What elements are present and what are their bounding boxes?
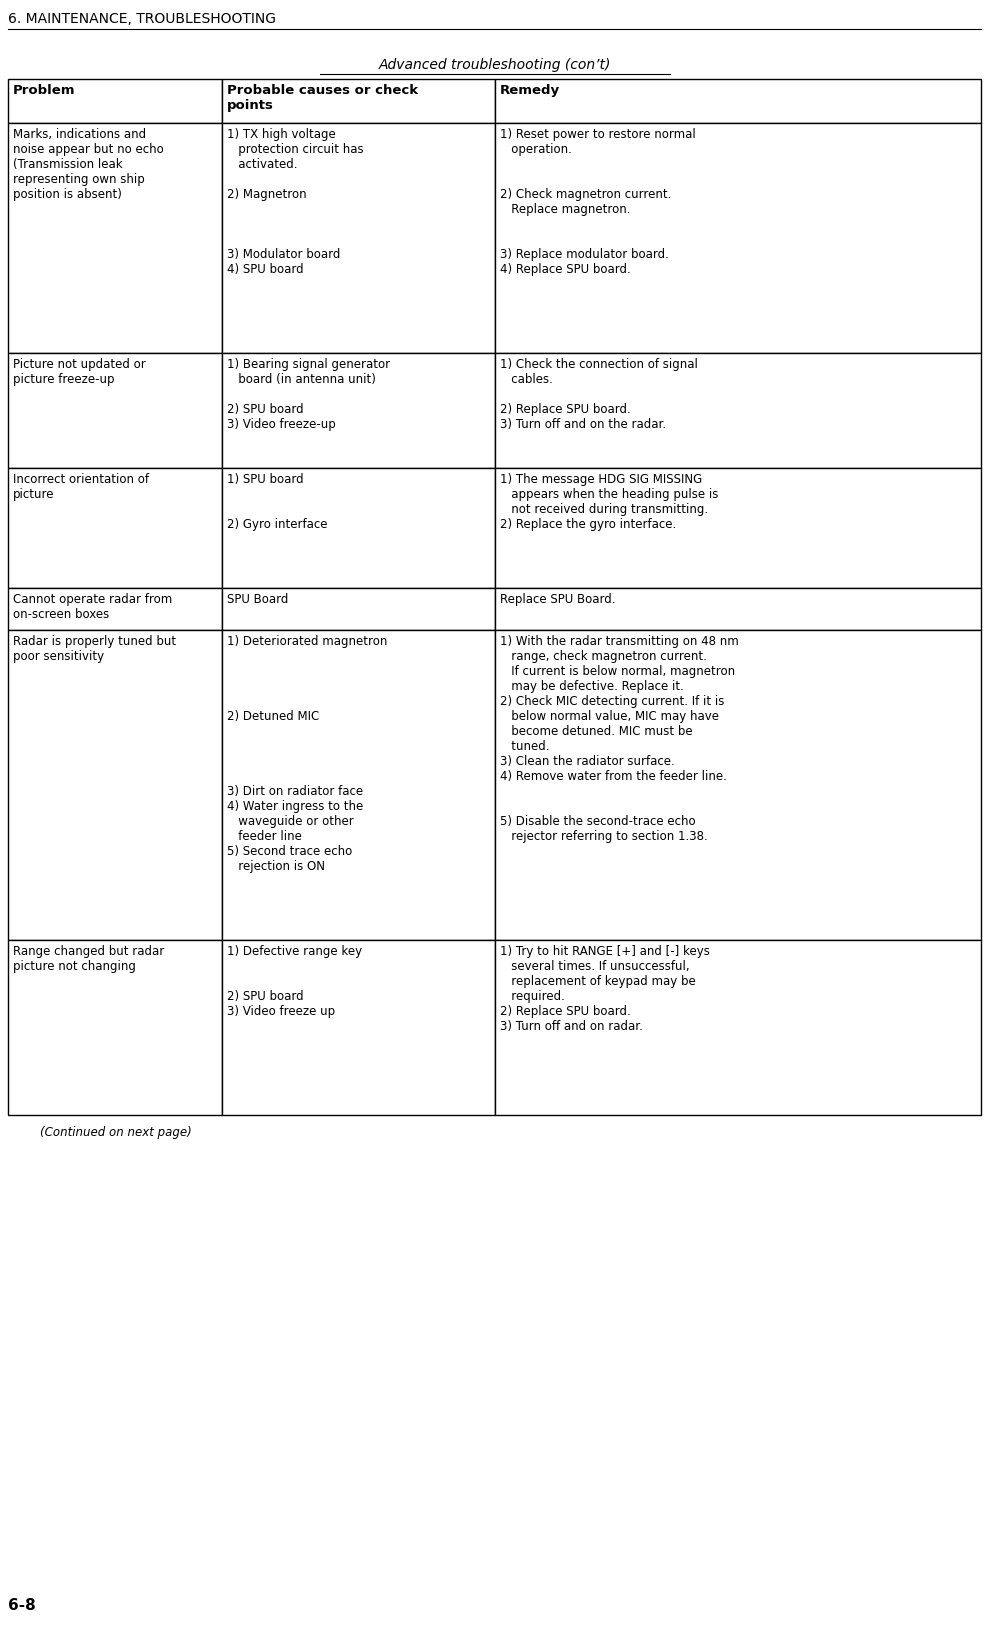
Bar (223, 468, 494, 589)
Text: 1) Check the connection of signal
   cables.

2) Replace SPU board.
3) Turn off : 1) Check the connection of signal cables… (499, 357, 697, 431)
Bar (223, 940, 494, 1115)
Text: 1) Reset power to restore normal
   operation.


2) Check magnetron current.
   : 1) Reset power to restore normal operati… (499, 127, 695, 276)
Text: (Continued on next page): (Continued on next page) (40, 1126, 192, 1138)
Bar (494, 589, 981, 630)
Text: 1) Try to hit RANGE [+] and [-] keys
   several times. If unsuccessful,
   repla: 1) Try to hit RANGE [+] and [-] keys sev… (499, 945, 709, 1033)
Text: Cannot operate radar from
on-screen boxes: Cannot operate radar from on-screen boxe… (13, 592, 172, 620)
Bar (223, 589, 494, 630)
Text: 1) Defective range key


2) SPU board
3) Video freeze up: 1) Defective range key 2) SPU board 3) V… (227, 945, 362, 1017)
Text: Probable causes or check
points: Probable causes or check points (227, 83, 418, 113)
Bar (8, 630, 223, 940)
Bar (494, 124, 981, 354)
Text: 1) Bearing signal generator
   board (in antenna unit)

2) SPU board
3) Video fr: 1) Bearing signal generator board (in an… (227, 357, 391, 431)
Bar (8, 589, 223, 630)
Bar (223, 630, 494, 940)
Bar (8, 124, 223, 354)
Bar (494, 80, 981, 124)
Bar (494, 940, 981, 1115)
Text: Replace SPU Board.: Replace SPU Board. (499, 592, 615, 605)
Bar (223, 80, 494, 124)
Bar (8, 940, 223, 1115)
Text: 1) TX high voltage
   protection circuit has
   activated.

2) Magnetron



3) M: 1) TX high voltage protection circuit ha… (227, 127, 364, 276)
Text: SPU Board: SPU Board (227, 592, 289, 605)
Bar (494, 468, 981, 589)
Text: Problem: Problem (13, 83, 75, 96)
Text: Advanced troubleshooting (con’t): Advanced troubleshooting (con’t) (379, 59, 610, 72)
Bar (223, 354, 494, 468)
Text: Range changed but radar
picture not changing: Range changed but radar picture not chan… (13, 945, 164, 973)
Bar (8, 468, 223, 589)
Bar (494, 630, 981, 940)
Text: 1) SPU board


2) Gyro interface: 1) SPU board 2) Gyro interface (227, 473, 327, 530)
Text: Marks, indications and
noise appear but no echo
(Transmission leak
representing : Marks, indications and noise appear but … (13, 127, 164, 201)
Text: Incorrect orientation of
picture: Incorrect orientation of picture (13, 473, 149, 501)
Text: 1) With the radar transmitting on 48 nm
   range, check magnetron current.
   If: 1) With the radar transmitting on 48 nm … (499, 635, 738, 842)
Bar (223, 124, 494, 354)
Text: 6. MAINTENANCE, TROUBLESHOOTING: 6. MAINTENANCE, TROUBLESHOOTING (8, 11, 276, 26)
Bar (8, 80, 223, 124)
Text: 1) The message HDG SIG MISSING
   appears when the heading pulse is
   not recei: 1) The message HDG SIG MISSING appears w… (499, 473, 718, 530)
Text: 1) Deteriorated magnetron




2) Detuned MIC




3) Dirt on radiator face
4) Wat: 1) Deteriorated magnetron 2) Detuned MIC… (227, 635, 388, 873)
Text: Picture not updated or
picture freeze-up: Picture not updated or picture freeze-up (13, 357, 145, 385)
Text: Remedy: Remedy (499, 83, 560, 96)
Text: 6-8: 6-8 (8, 1598, 36, 1612)
Bar (8, 354, 223, 468)
Text: Radar is properly tuned but
poor sensitivity: Radar is properly tuned but poor sensiti… (13, 635, 176, 663)
Bar (494, 354, 981, 468)
